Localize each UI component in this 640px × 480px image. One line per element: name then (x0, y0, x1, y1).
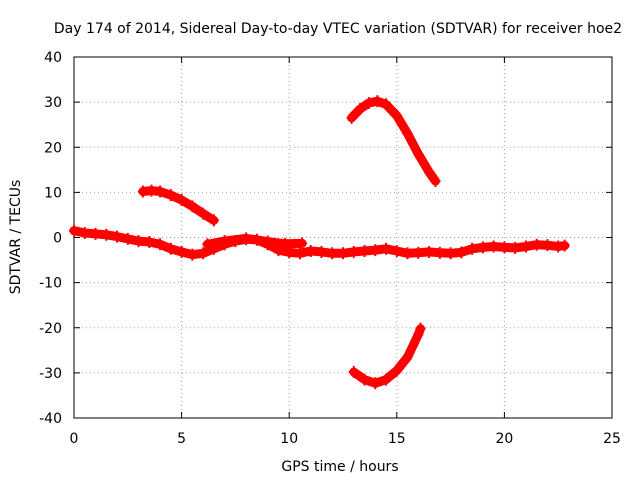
data-point (137, 185, 148, 198)
data-point (79, 226, 90, 239)
data-point (391, 109, 402, 122)
data-point (346, 111, 357, 124)
data-point (144, 236, 155, 249)
data-point (155, 238, 166, 251)
data-point (241, 232, 252, 245)
data-marks (69, 95, 570, 390)
x-tick-label: 10 (280, 431, 298, 447)
data-point (165, 242, 176, 255)
y-tick-label: -40 (39, 411, 62, 427)
data-point (155, 185, 166, 198)
data-point (381, 98, 392, 111)
x-tick-label: 15 (388, 431, 406, 447)
data-point (279, 237, 290, 250)
series-0 (69, 224, 570, 261)
data-point (101, 228, 112, 241)
data-point (370, 377, 381, 390)
data-point (520, 240, 531, 253)
series-2 (137, 184, 219, 227)
data-point (208, 214, 219, 227)
data-point (430, 175, 441, 188)
data-point (355, 102, 366, 115)
data-point (381, 373, 392, 386)
data-point (187, 200, 198, 213)
x-tick-label: 20 (495, 431, 513, 447)
data-point (391, 245, 402, 258)
data-point (294, 247, 305, 260)
series-4 (348, 322, 426, 390)
data-point (542, 239, 553, 252)
data-point (219, 235, 230, 248)
data-point (381, 242, 392, 255)
series-1 (202, 232, 308, 251)
data-point (391, 364, 402, 377)
x-tick-label: 0 (70, 431, 79, 447)
data-point (434, 246, 445, 259)
grid (74, 57, 612, 418)
y-axis-label: SDTVAR / TECUs (8, 180, 24, 295)
y-tick-label: -20 (39, 321, 62, 337)
x-axis-label: GPS time / hours (281, 459, 398, 475)
data-point (370, 244, 381, 257)
data-point (112, 230, 123, 243)
data-point (402, 127, 413, 140)
data-point (477, 241, 488, 254)
data-point (198, 207, 209, 220)
data-point (69, 224, 79, 237)
axis-ticks: 0 5 10 15 20 25 -40 -30 -20 -10 0 10 20 30 40 (39, 50, 621, 447)
chart-title: Day 174 of 2014, Sidereal Day-to-day VTE… (54, 21, 622, 37)
data-point (297, 237, 308, 250)
data-point (316, 245, 327, 258)
data-point (262, 235, 273, 248)
y-tick-label: 0 (53, 231, 62, 247)
data-point (413, 246, 424, 259)
series-line (347, 96, 440, 186)
data-point (415, 322, 426, 335)
data-point (176, 194, 187, 207)
data-point (488, 240, 499, 253)
data-point (372, 95, 383, 108)
data-point (146, 184, 157, 197)
y-tick-label: -30 (39, 366, 62, 382)
data-point (348, 365, 359, 378)
data-point (467, 242, 478, 255)
data-point (359, 373, 370, 386)
data-point (327, 247, 338, 260)
y-tick-label: -10 (39, 276, 62, 292)
data-point (348, 245, 359, 258)
data-point (531, 238, 542, 251)
y-tick-label: 20 (44, 140, 62, 156)
data-point (305, 245, 316, 258)
series-3 (346, 95, 441, 188)
y-tick-label: 30 (44, 95, 62, 111)
data-point (456, 246, 467, 259)
data-point (402, 351, 413, 364)
data-point (198, 247, 209, 260)
data-point (510, 241, 521, 254)
data-point (122, 232, 133, 245)
data-point (284, 246, 295, 259)
data-point (445, 247, 456, 260)
data-point (90, 227, 101, 240)
data-point (402, 247, 413, 260)
data-point (424, 245, 435, 258)
data-point (499, 241, 510, 254)
data-point (165, 189, 176, 202)
data-point (176, 245, 187, 258)
x-tick-label: 25 (603, 431, 621, 447)
data-point (133, 235, 144, 248)
data-point (359, 245, 370, 258)
data-point (424, 166, 435, 179)
data-point (202, 238, 213, 251)
data-point (187, 248, 198, 261)
data-point (559, 239, 570, 252)
data-point (413, 148, 424, 161)
x-tick-label: 5 (177, 431, 186, 447)
data-point (413, 328, 424, 341)
y-tick-label: 40 (44, 50, 62, 66)
y-tick-label: 10 (44, 185, 62, 201)
data-point (338, 247, 348, 260)
data-point (363, 97, 374, 110)
